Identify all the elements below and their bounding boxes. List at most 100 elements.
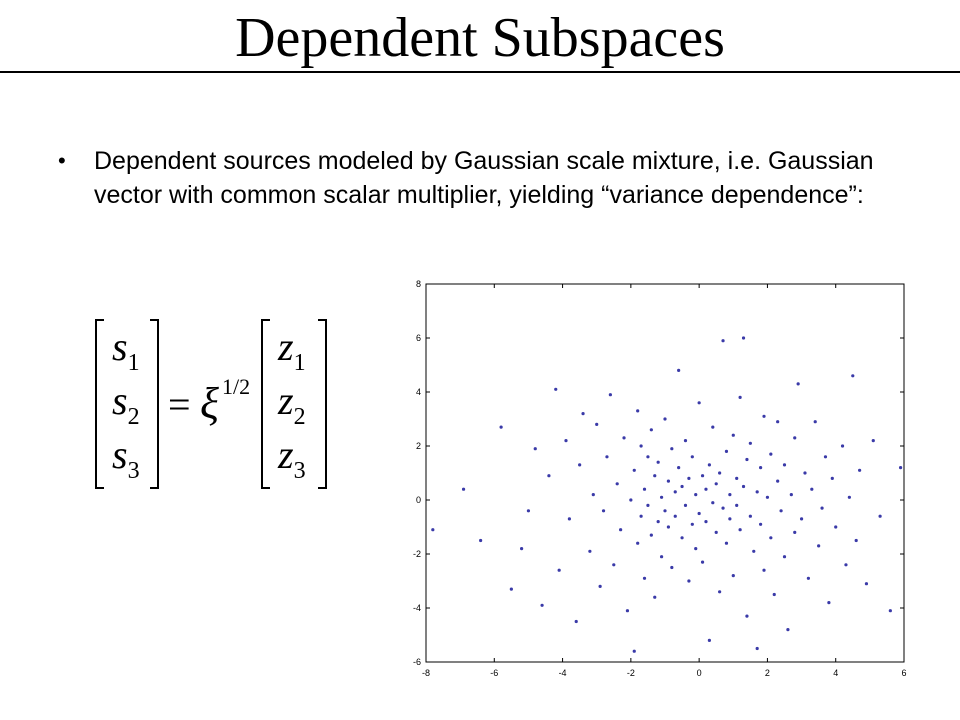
scatter-point: [776, 420, 780, 424]
x-tick-label: 0: [697, 668, 702, 676]
y-tick-label: 0: [416, 495, 421, 505]
scatter-point: [745, 614, 749, 618]
scatter-point: [735, 476, 739, 480]
scatter-point: [690, 455, 694, 459]
scatter-point: [731, 574, 735, 578]
scatter-point: [755, 490, 759, 494]
scatter-point: [806, 576, 810, 580]
scatter-point: [782, 555, 787, 559]
scatter-point: [704, 520, 708, 524]
lhs-entry-s3: s3: [112, 432, 140, 484]
scatter-point: [755, 646, 759, 651]
x-tick-label: -2: [627, 668, 635, 676]
scatter-point: [694, 493, 698, 497]
right-matrix-close-bracket: [318, 319, 327, 489]
scatter-point: [656, 520, 660, 524]
scatter-point: [683, 503, 688, 507]
scatter-point: [533, 447, 537, 451]
scatter-point: [680, 484, 684, 489]
scatter-point: [834, 525, 838, 529]
y-tick-label: 6: [416, 333, 421, 343]
scatter-point: [547, 474, 551, 478]
scatter-point: [700, 474, 705, 478]
scatter-point: [509, 587, 513, 591]
bullet-text: Dependent sources modeled by Gaussian sc…: [94, 147, 874, 209]
scatter-point: [687, 476, 691, 480]
scatter-point: [677, 368, 681, 372]
scatter-point: [666, 479, 671, 483]
scatter-point: [683, 439, 688, 443]
scatter-point: [625, 609, 630, 613]
plot-frame: [425, 283, 905, 663]
scatter-point: [864, 582, 869, 586]
scatter-point: [707, 463, 711, 467]
scatter-point: [888, 609, 892, 613]
scatter-point: [752, 549, 756, 553]
scatter-point: [789, 493, 793, 497]
scatter-point: [605, 455, 609, 459]
scatter-point: [578, 463, 582, 467]
scatter-point: [728, 517, 732, 521]
scatter-point: [714, 530, 718, 534]
scatter-point: [707, 638, 711, 642]
x-tick-label: -8: [422, 668, 430, 676]
scatter-point: [858, 468, 862, 472]
x-tick-label: 2: [765, 668, 770, 676]
scatter-point: [769, 536, 773, 540]
scatter-point: [847, 495, 851, 499]
scatter-point: [601, 509, 606, 513]
scatter-point: [772, 592, 776, 597]
scatter-point: [588, 549, 592, 553]
scatter-point: [636, 409, 640, 413]
scatter-point: [793, 530, 797, 534]
scatter-point: [598, 584, 602, 588]
rhs-entry-z3: z3: [277, 432, 306, 484]
scatter-point: [564, 439, 568, 443]
scatter-point: [718, 471, 722, 475]
scatter-point: [748, 441, 752, 445]
left-matrix-open-bracket: [95, 319, 104, 489]
scatter-point: [653, 474, 657, 478]
lhs-entry-s2: s2: [112, 378, 140, 430]
bullet-marker: •: [58, 148, 66, 173]
scatter-point: [646, 503, 650, 507]
scatter-point: [608, 393, 612, 397]
x-tick-label: -4: [559, 668, 567, 676]
scatter-point: [653, 595, 657, 599]
scatter-point: [782, 463, 787, 467]
y-tick-label: 4: [416, 387, 421, 397]
scatter-point: [649, 533, 653, 537]
scatter-point: [574, 619, 578, 624]
scatter-point: [632, 468, 636, 472]
scatter-point: [526, 509, 531, 513]
scatter-point: [697, 401, 701, 405]
slide-title: Dependent Subspaces: [235, 7, 725, 69]
scatter-point: [735, 503, 739, 507]
scatter-point: [642, 487, 647, 491]
scatter-point: [731, 433, 735, 437]
scatter-point: [898, 466, 903, 470]
scatter-point: [786, 628, 790, 632]
y-tick-label: 8: [416, 279, 421, 289]
y-tick-label: 2: [416, 441, 421, 451]
scatter-point: [741, 484, 746, 489]
scatter-point: [639, 514, 643, 518]
scatter-point: [799, 517, 804, 521]
scatter-point: [711, 425, 715, 429]
scatter-point: [728, 493, 732, 497]
scatter-point: [649, 428, 653, 432]
scatter-point: [619, 528, 623, 532]
scatter-point: [830, 476, 834, 480]
scatter-point: [714, 482, 718, 486]
scatter-point: [663, 417, 667, 421]
scatter-point: [612, 563, 616, 567]
scatter-point: [823, 455, 828, 459]
scatter-point: [659, 555, 664, 559]
scatter-point: [813, 420, 817, 424]
scatter-point: [738, 528, 742, 532]
scatter-point: [673, 490, 677, 494]
scatter-point: [718, 590, 722, 594]
scatter-point: [479, 538, 483, 543]
scatter-point: [803, 471, 807, 475]
